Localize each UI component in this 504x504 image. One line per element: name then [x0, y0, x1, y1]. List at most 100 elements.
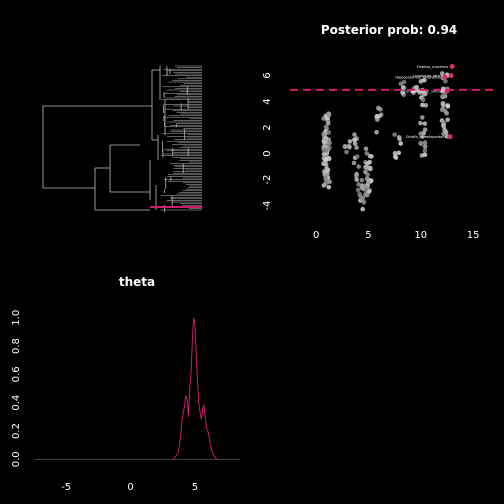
scatter-point: [422, 140, 428, 145]
scatter-point: [323, 124, 329, 130]
scatter-point: [356, 164, 362, 169]
scatter-point: [440, 94, 445, 100]
density-y-tick-label: 0.4: [11, 395, 22, 411]
scatter-point: [361, 200, 367, 205]
scatter-y-tick-label: 4: [262, 98, 273, 104]
highlighted-point-label: Giraffa_camelopardalis: [406, 135, 446, 139]
density-x-tick-label: 5: [192, 482, 198, 493]
scatter-point: [421, 130, 427, 136]
highlighted-point: [449, 64, 455, 69]
scatter-point: [417, 90, 423, 95]
scatter-point: [326, 184, 332, 190]
scatter-point: [321, 131, 326, 137]
scatter-point: [352, 132, 357, 137]
scatter-point: [342, 144, 348, 150]
scatter-point: [423, 103, 429, 108]
density-line: [172, 317, 218, 460]
scatter-x-tick-label: 15: [467, 230, 480, 241]
highlighted-point: [448, 73, 454, 79]
scatter-point: [423, 91, 428, 96]
highlighted-points: Elephas_maximus Loxodonta_africanaHippopo…: [395, 64, 455, 140]
scatter-point: [321, 144, 327, 149]
scatter-point: [422, 121, 428, 126]
scatter-point: [419, 115, 425, 120]
density-title: theta: [119, 275, 155, 289]
density-y-tick-label: 1.0: [11, 310, 22, 326]
scatter-point: [422, 77, 427, 83]
scatter-y-tick-label: 2: [262, 124, 273, 130]
scatter-point: [418, 120, 423, 126]
highlighted-point-label: Ceratotherium_simum: [404, 90, 444, 94]
scatter-point: [377, 113, 382, 119]
scatter-point: [347, 139, 353, 144]
scatter-point: [440, 101, 446, 106]
scatter-point: [364, 176, 370, 181]
scatter-point: [440, 88, 445, 94]
highlighted-point: [442, 74, 448, 80]
scatter-point: [326, 156, 332, 162]
scatter-point: [326, 130, 332, 135]
scatter-point: [444, 110, 449, 116]
scatter-point: [422, 144, 428, 149]
scatter-point: [321, 151, 327, 157]
scatter-y-tick-label: 0: [262, 150, 273, 156]
scatter-point: [359, 177, 365, 183]
scatter-point: [396, 150, 402, 156]
scatter-point: [360, 206, 365, 212]
density-y-axis: 0.0 0.2 0.4 0.6 0.8 1.0: [11, 310, 22, 467]
scatter-x-tick-label: 10: [414, 230, 427, 241]
scatter-point: [422, 152, 428, 158]
scatter-x-tick-label: 5: [365, 230, 371, 241]
scatter-x-tick-label: 0: [313, 230, 319, 241]
scatter-point: [439, 71, 445, 76]
scatter-point: [392, 150, 398, 156]
theta-density-panel: theta -5 0 5 0.0 0.2 0.4 0.6 0.8 1.0: [11, 275, 240, 493]
scatter-y-ticks: -4 -2 0 2 4 6: [262, 72, 273, 210]
scatter-title: Posterior prob: 0.94: [321, 23, 457, 37]
scatter-point: [324, 165, 329, 171]
scatter-point: [375, 117, 380, 122]
scatter-x-ticks: 0 5 10 15: [313, 230, 479, 241]
scatter-point: [439, 107, 445, 113]
scatter-point: [378, 107, 383, 112]
phylogeny-tree: [42, 65, 202, 213]
scatter-point: [366, 180, 371, 185]
scatter-point: [363, 146, 369, 152]
scatter-point: [422, 127, 428, 132]
scatter-point: [354, 177, 359, 182]
scatter-y-tick-label: -2: [262, 175, 273, 185]
scatter-point: [322, 140, 327, 145]
scatter-point: [367, 153, 373, 159]
density-y-tick-label: 0.8: [11, 338, 22, 354]
scatter-point: [420, 97, 426, 103]
scatter-point: [366, 189, 372, 194]
scatter-y-tick-label: -4: [262, 201, 273, 211]
scatter-point: [400, 85, 406, 90]
scatter-point: [323, 157, 328, 162]
scatter-point: [352, 137, 357, 143]
scatter-point: [323, 175, 328, 181]
scatter-point: [354, 154, 360, 159]
scatter-point: [392, 132, 397, 137]
density-x-tick-label: -5: [61, 482, 71, 493]
scatter-point: [445, 103, 450, 108]
scatter-point: [397, 136, 402, 142]
scatter-point: [346, 143, 352, 149]
scatter-point: [326, 112, 332, 118]
highlighted-point: [447, 134, 453, 140]
scatter-point: [442, 127, 447, 133]
scatter-point: [325, 121, 331, 126]
scatter-point: [324, 148, 329, 153]
scatter-point: [422, 148, 428, 154]
scatter-point: [359, 185, 365, 191]
scatter-point: [365, 172, 370, 177]
highlighted-point-label: Hippopotamus_amphibius: [395, 75, 441, 79]
scatter-point: [445, 117, 450, 123]
highlighted-point-label: Elephas_maximus: [417, 65, 449, 69]
scatter-point: [356, 182, 361, 187]
density-y-tick-label: 0.2: [11, 423, 22, 439]
highlighted-point-label: Loxodonta_africana: [413, 74, 447, 78]
scatter-point: [398, 141, 404, 146]
scatter-point: [323, 162, 329, 167]
